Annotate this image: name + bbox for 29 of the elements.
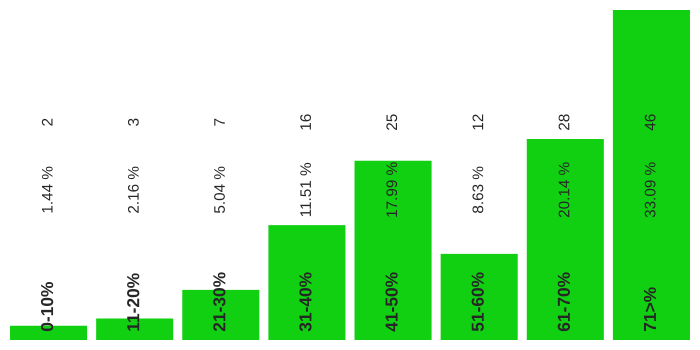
x-tick-label: 0-10% [40,282,54,332]
annotation: 2.16 % [128,166,139,213]
annotation: 16 [300,114,312,130]
bar [526,139,604,340]
annotation: 11.51 % [300,162,312,216]
bar [354,160,432,340]
x-tick-label: 11-20% [127,273,140,331]
annotation: 3 [128,118,139,126]
annotation: 2 [42,118,53,126]
annotation: 5.04 % [214,166,225,214]
bar [440,254,518,340]
x-tick-label: 41-50% [385,272,398,332]
bar [612,10,690,340]
annotation: 20.14 % [558,162,570,218]
annotation: 28 [558,114,570,130]
annotation: 8.63 % [472,166,484,213]
x-tick-label: 31-40% [299,272,312,332]
annotation: 46 [644,114,656,130]
x-tick-label: 51-60% [472,272,484,332]
annotation: 12 [472,114,484,130]
annotation: 7 [214,118,225,126]
annotation: 17.99 % [386,162,398,217]
annotation: 33.09 % [644,162,656,218]
x-tick-label: 21-30% [213,272,226,332]
bar [268,225,346,340]
annotation: 25 [386,114,398,130]
x-tick-label: 61-70% [558,272,570,332]
annotation: 1.44 % [42,166,53,212]
x-tick-label: 71>% [644,287,656,332]
